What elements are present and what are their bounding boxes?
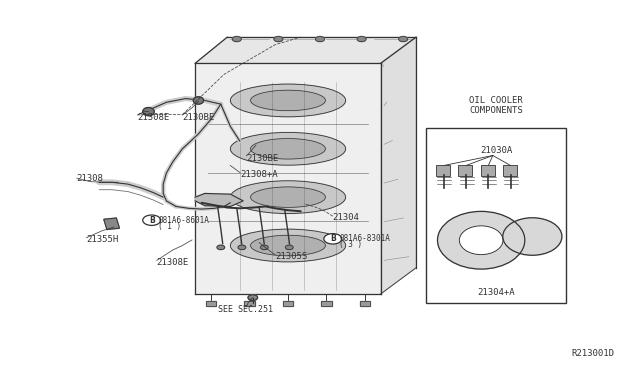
Circle shape <box>232 36 241 42</box>
Text: 21305S: 21305S <box>275 252 307 261</box>
Ellipse shape <box>217 245 225 250</box>
Circle shape <box>357 36 366 42</box>
Text: R213001D: R213001D <box>572 349 614 358</box>
Bar <box>321 301 332 306</box>
FancyBboxPatch shape <box>458 165 472 176</box>
Ellipse shape <box>248 295 258 301</box>
Bar <box>104 218 120 230</box>
Text: 21308: 21308 <box>77 174 104 183</box>
Circle shape <box>324 234 342 244</box>
Ellipse shape <box>143 108 154 116</box>
FancyBboxPatch shape <box>503 165 517 176</box>
Bar <box>206 301 216 306</box>
Bar <box>360 301 370 306</box>
Ellipse shape <box>438 211 525 269</box>
Text: ( 1 ): ( 1 ) <box>158 222 181 231</box>
Text: 2130BE: 2130BE <box>182 113 214 122</box>
Ellipse shape <box>238 245 246 250</box>
Bar <box>321 301 332 306</box>
Circle shape <box>399 36 408 42</box>
Ellipse shape <box>250 139 326 159</box>
Ellipse shape <box>260 245 268 250</box>
Text: 21030A: 21030A <box>480 146 512 155</box>
Text: B: B <box>149 216 154 225</box>
Text: 2130BE: 2130BE <box>246 154 278 163</box>
FancyBboxPatch shape <box>436 165 450 176</box>
Bar <box>360 301 370 306</box>
Polygon shape <box>195 63 381 294</box>
Ellipse shape <box>193 97 204 104</box>
Bar <box>426 128 566 303</box>
Text: OIL COOLER
COMPONENTS: OIL COOLER COMPONENTS <box>469 96 523 115</box>
Text: 081A6-8601A: 081A6-8601A <box>158 216 209 225</box>
Polygon shape <box>381 37 416 294</box>
Text: 21308+A: 21308+A <box>240 170 278 179</box>
Circle shape <box>274 36 283 42</box>
Circle shape <box>316 36 324 42</box>
Ellipse shape <box>230 229 346 262</box>
Bar <box>104 218 120 230</box>
Ellipse shape <box>503 218 562 255</box>
Text: 21304+A: 21304+A <box>477 288 515 297</box>
Ellipse shape <box>230 84 346 117</box>
Ellipse shape <box>250 90 326 111</box>
Text: 21308E: 21308E <box>157 258 189 267</box>
Ellipse shape <box>250 187 326 207</box>
Ellipse shape <box>230 132 346 165</box>
Text: ( 3 ): ( 3 ) <box>339 240 362 249</box>
Text: 21304: 21304 <box>333 213 360 222</box>
Polygon shape <box>195 193 243 206</box>
Bar <box>283 301 293 306</box>
Bar <box>283 301 293 306</box>
Circle shape <box>143 215 161 225</box>
Text: SEE SEC.251: SEE SEC.251 <box>218 305 273 314</box>
Ellipse shape <box>285 245 293 250</box>
Bar <box>244 301 255 306</box>
Bar <box>244 301 255 306</box>
Text: B: B <box>330 234 335 243</box>
Text: 081A6-8301A: 081A6-8301A <box>339 234 390 243</box>
Ellipse shape <box>230 181 346 214</box>
Ellipse shape <box>460 226 503 255</box>
Bar <box>206 301 216 306</box>
Text: 21355H: 21355H <box>86 235 118 244</box>
FancyBboxPatch shape <box>481 165 495 176</box>
Text: 21308E: 21308E <box>138 113 170 122</box>
Polygon shape <box>195 37 416 63</box>
Ellipse shape <box>250 235 326 256</box>
